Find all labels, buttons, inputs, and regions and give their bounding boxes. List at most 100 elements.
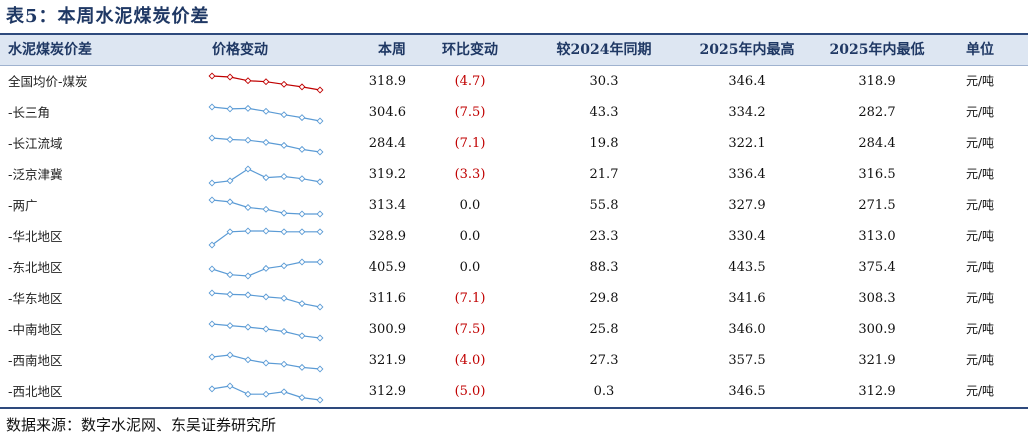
top-rule bbox=[0, 33, 1028, 35]
header-high: 2025年内最高 bbox=[699, 42, 795, 58]
row-year-high: 443.5 bbox=[728, 260, 766, 275]
table-title: 表5：本周水泥煤炭价差 bbox=[6, 6, 210, 27]
sparkline-point bbox=[244, 227, 252, 235]
price-trend-sparkline bbox=[208, 72, 324, 94]
row-unit: 元/吨 bbox=[965, 353, 995, 367]
row-yoy-change: 43.3 bbox=[589, 105, 619, 120]
sparkline-point bbox=[280, 228, 288, 236]
sparkline-point bbox=[244, 77, 252, 85]
row-week-value: 312.9 bbox=[368, 384, 406, 399]
bottom-rule bbox=[0, 407, 1028, 409]
row-year-low: 284.4 bbox=[858, 136, 896, 151]
row-mom-change: (4.7) bbox=[454, 74, 486, 89]
price-trend-sparkline bbox=[208, 196, 324, 218]
row-week-value: 304.6 bbox=[368, 105, 406, 120]
sparkline-point bbox=[226, 322, 234, 330]
sparkline-point bbox=[262, 325, 270, 333]
sparkline-point bbox=[298, 114, 306, 122]
sparkline-point bbox=[226, 198, 234, 206]
sparkline-point bbox=[226, 382, 234, 390]
sparkline-point bbox=[298, 363, 306, 371]
row-yoy-change: 23.3 bbox=[589, 229, 619, 244]
sparkline-point bbox=[244, 104, 252, 112]
price-trend-sparkline bbox=[208, 165, 324, 187]
row-year-high: 346.0 bbox=[728, 322, 766, 337]
sparkline-point bbox=[226, 290, 234, 298]
row-mom-change: 0.0 bbox=[459, 198, 481, 213]
row-unit: 元/吨 bbox=[965, 229, 995, 243]
row-unit: 元/吨 bbox=[965, 291, 995, 305]
row-week-value: 311.6 bbox=[368, 291, 406, 306]
row-year-high: 327.9 bbox=[728, 198, 766, 213]
row-year-high: 334.2 bbox=[728, 105, 766, 120]
row-mom-change: 0.0 bbox=[459, 260, 481, 275]
row-mom-change: (3.3) bbox=[454, 167, 486, 182]
row-year-low: 312.9 bbox=[858, 384, 896, 399]
row-yoy-change: 55.8 bbox=[589, 198, 619, 213]
sparkline-point bbox=[244, 356, 252, 364]
row-year-low: 282.7 bbox=[858, 105, 896, 120]
table-row: -东北地区 405.9 0.0 88.3 443.5 375.4 元/吨 bbox=[0, 252, 1028, 283]
sparkline-point bbox=[226, 73, 234, 81]
row-week-value: 319.2 bbox=[368, 167, 406, 182]
row-unit: 元/吨 bbox=[965, 136, 995, 150]
sparkline-point bbox=[298, 83, 306, 91]
row-yoy-change: 29.8 bbox=[589, 291, 619, 306]
sparkline-point bbox=[316, 396, 324, 404]
header-yoy: 较2024年同期 bbox=[556, 42, 652, 58]
header-low: 2025年内最低 bbox=[829, 42, 925, 58]
sparkline-point bbox=[316, 117, 324, 125]
table-row: -两广 313.4 0.0 55.8 327.9 271.5 元/吨 bbox=[0, 190, 1028, 221]
sparkline-point bbox=[208, 196, 216, 204]
sparkline-point bbox=[208, 103, 216, 111]
row-week-value: 318.9 bbox=[368, 74, 406, 89]
row-year-low: 316.5 bbox=[858, 167, 896, 182]
row-unit: 元/吨 bbox=[965, 167, 995, 181]
row-name: -华东地区 bbox=[8, 291, 63, 306]
sparkline-point bbox=[262, 390, 270, 398]
row-name: -东北地区 bbox=[8, 260, 63, 275]
sparkline-point bbox=[298, 228, 306, 236]
row-mom-change: (7.1) bbox=[454, 136, 486, 151]
sparkline-point bbox=[226, 271, 234, 279]
table-row: -泛京津冀 319.2 (3.3) 21.7 336.4 316.5 元/吨 bbox=[0, 159, 1028, 190]
price-trend-sparkline bbox=[208, 382, 324, 404]
row-week-value: 313.4 bbox=[368, 198, 406, 213]
price-trend-sparkline bbox=[208, 258, 324, 280]
header-unit: 单位 bbox=[966, 42, 994, 58]
header-mom: 环比变动 bbox=[442, 42, 498, 58]
sparkline-point bbox=[316, 334, 324, 342]
sparkline-point bbox=[280, 262, 288, 270]
sparkline-point bbox=[226, 177, 234, 185]
sparkline-point bbox=[226, 136, 234, 143]
price-trend-sparkline bbox=[208, 351, 324, 373]
sparkline-point bbox=[208, 179, 216, 187]
sparkline-point bbox=[208, 134, 216, 142]
sparkline-point bbox=[298, 210, 306, 218]
row-unit: 元/吨 bbox=[965, 198, 995, 212]
row-name: 全国均价-煤炭 bbox=[8, 74, 88, 89]
row-name: -西北地区 bbox=[8, 384, 63, 399]
sparkline-point bbox=[298, 175, 306, 183]
table-row: -西北地区 312.9 (5.0) 0.3 346.5 312.9 元/吨 bbox=[0, 376, 1028, 407]
sparkline-point bbox=[208, 265, 216, 273]
sparkline-point bbox=[244, 204, 252, 211]
sparkline-point bbox=[316, 86, 324, 94]
sparkline-point bbox=[316, 228, 324, 236]
row-year-high: 322.1 bbox=[728, 136, 766, 151]
row-year-high: 336.4 bbox=[728, 167, 766, 182]
row-unit: 元/吨 bbox=[965, 105, 995, 119]
row-year-high: 346.4 bbox=[728, 74, 766, 89]
sparkline-point bbox=[226, 228, 234, 236]
table-row: -长江流域 284.4 (7.1) 19.8 322.1 284.4 元/吨 bbox=[0, 128, 1028, 159]
row-year-low: 300.9 bbox=[858, 322, 896, 337]
sparkline-point bbox=[244, 165, 252, 173]
row-week-value: 328.9 bbox=[368, 229, 406, 244]
row-name: -中南地区 bbox=[8, 322, 63, 337]
row-year-low: 375.4 bbox=[858, 260, 896, 275]
row-week-value: 284.4 bbox=[368, 136, 406, 151]
table-row: -华北地区 328.9 0.0 23.3 330.4 313.0 元/吨 bbox=[0, 221, 1028, 252]
row-yoy-change: 0.3 bbox=[593, 384, 615, 399]
sparkline-point bbox=[298, 258, 306, 266]
sparkline-point bbox=[262, 293, 270, 301]
